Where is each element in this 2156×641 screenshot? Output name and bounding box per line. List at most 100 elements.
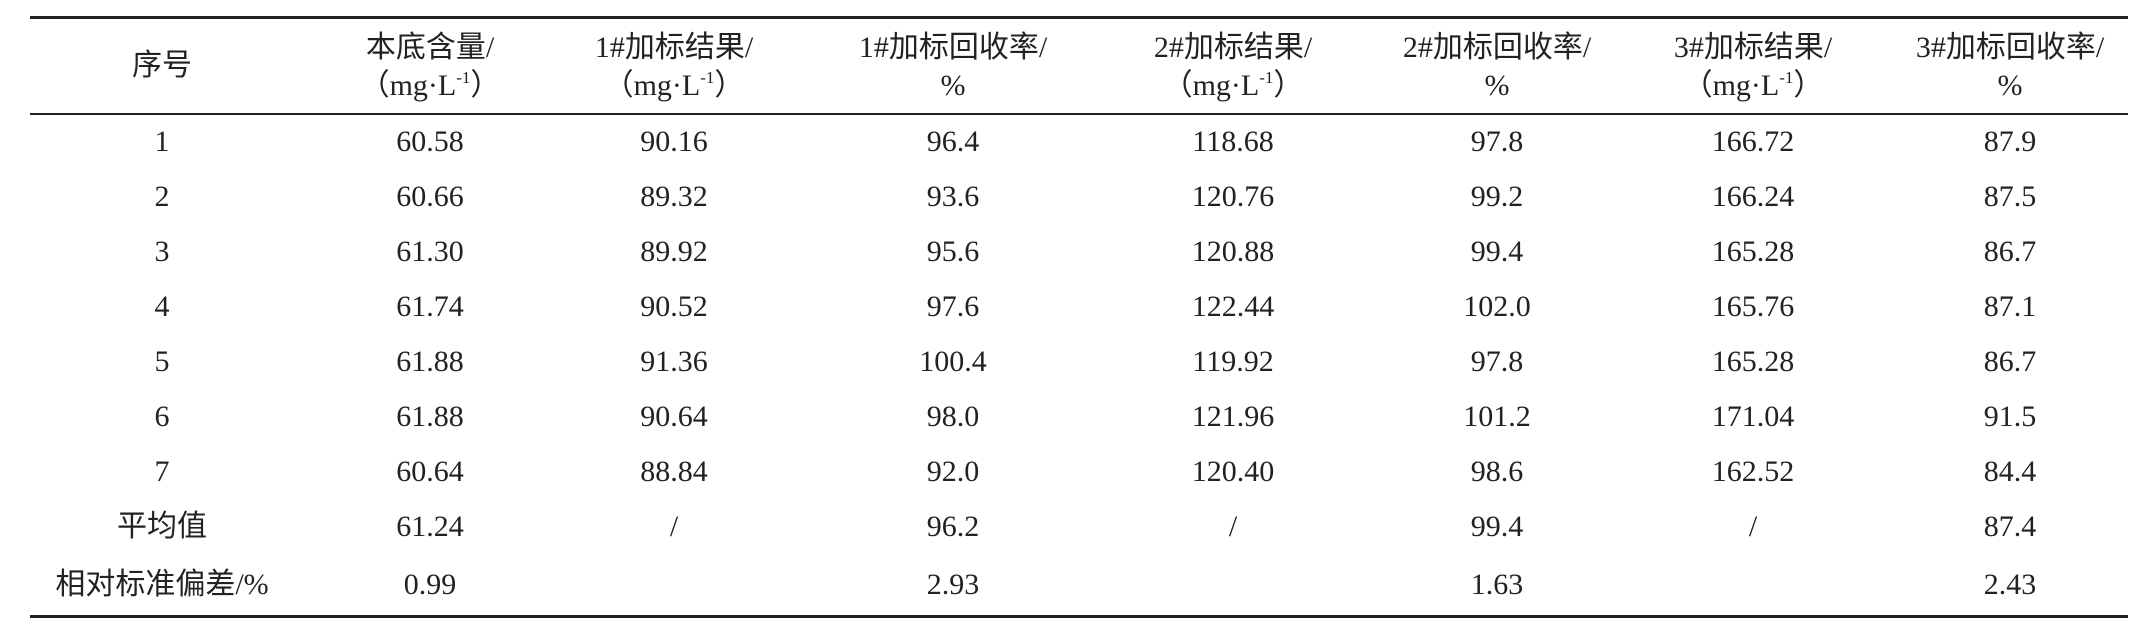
table-cell: 61.30 xyxy=(396,235,464,268)
unit-exponent: -1 xyxy=(1259,68,1274,87)
table-cell: 86.7 xyxy=(1983,345,2037,378)
table-cell: 165.28 xyxy=(1711,345,1795,378)
table-cell: 97.8 xyxy=(1470,125,1524,158)
unit-text: （mg·L xyxy=(1162,69,1260,102)
table-cell: 88.84 xyxy=(640,455,708,488)
table-cell: 165.28 xyxy=(1711,235,1795,268)
header-line: 3#加标回收率/ xyxy=(1915,31,2105,64)
header-unit: % xyxy=(940,69,966,102)
unit-close: ） xyxy=(470,69,501,102)
table-cell: 87.5 xyxy=(1983,180,2037,213)
row-label: 平均值 xyxy=(117,510,207,543)
table-cell: 122.44 xyxy=(1191,290,1275,323)
table-cell: 60.64 xyxy=(396,455,464,488)
table-cell: 84.4 xyxy=(1983,455,2037,488)
table-cell: 120.40 xyxy=(1191,455,1275,488)
bottom-rule xyxy=(30,615,2128,618)
table-cell: 162.52 xyxy=(1711,455,1795,488)
table-cell: 166.24 xyxy=(1711,180,1795,213)
table-cell: 87.4 xyxy=(1983,510,2037,543)
row-label: 4 xyxy=(154,290,170,323)
header-line: 1#加标回收率/ xyxy=(858,31,1048,64)
table-cell: 118.68 xyxy=(1192,125,1274,158)
table-cell: 87.9 xyxy=(1983,125,2037,158)
table-cell: 89.32 xyxy=(640,180,708,213)
top-rule xyxy=(30,16,2128,19)
table-cell: 2.43 xyxy=(1983,568,2037,601)
table-cell: / xyxy=(1748,510,1758,543)
row-label: 3 xyxy=(154,235,170,268)
header-unit: （mg·L-1） xyxy=(1163,69,1304,103)
row-label: 2 xyxy=(154,180,170,213)
unit-exponent: -1 xyxy=(700,68,715,87)
table-cell: 1.63 xyxy=(1470,568,1524,601)
table-cell: 86.7 xyxy=(1983,235,2037,268)
table-cell: 61.88 xyxy=(396,400,464,433)
table-cell: 90.52 xyxy=(640,290,708,323)
table-cell: 100.4 xyxy=(919,345,987,378)
unit-text: （mg·L xyxy=(603,69,701,102)
table-cell: 99.4 xyxy=(1470,510,1524,543)
table-cell: 61.74 xyxy=(396,290,464,323)
header-unit: （mg·L-1） xyxy=(1683,69,1824,103)
table-cell: 90.16 xyxy=(640,125,708,158)
row-label: 7 xyxy=(154,455,170,488)
unit-text: （mg·L xyxy=(1682,69,1780,102)
table-cell: / xyxy=(669,510,679,543)
table-cell: 93.6 xyxy=(926,180,980,213)
table-cell: 91.5 xyxy=(1983,400,2037,433)
table-cell: 61.88 xyxy=(396,345,464,378)
header-line: 1#加标结果/ xyxy=(594,31,754,64)
header-line: 序号 xyxy=(132,49,192,82)
table-cell: 120.88 xyxy=(1191,235,1275,268)
unit-text: （mg·L xyxy=(359,69,457,102)
unit-exponent: -1 xyxy=(1779,68,1794,87)
table-cell: 165.76 xyxy=(1711,290,1795,323)
header-line: 3#加标结果/ xyxy=(1673,31,1833,64)
table-cell: 121.96 xyxy=(1191,400,1275,433)
row-label: 6 xyxy=(154,400,170,433)
table-cell: 98.6 xyxy=(1470,455,1524,488)
table-cell: 96.4 xyxy=(926,125,980,158)
header-unit: % xyxy=(1997,69,2023,102)
header-line: 2#加标结果/ xyxy=(1153,31,1313,64)
row-label: 5 xyxy=(154,345,170,378)
table-cell: 119.92 xyxy=(1192,345,1274,378)
table-cell: 87.1 xyxy=(1983,290,2037,323)
table-cell: 96.2 xyxy=(926,510,980,543)
unit-exponent: -1 xyxy=(456,68,471,87)
table-cell: 99.4 xyxy=(1470,235,1524,268)
table-cell: 102.0 xyxy=(1463,290,1531,323)
table-cell: 120.76 xyxy=(1191,180,1275,213)
header-unit: % xyxy=(1484,69,1510,102)
table-cell: 90.64 xyxy=(640,400,708,433)
header-unit: （mg·L-1） xyxy=(360,69,501,103)
table-cell: / xyxy=(1228,510,1238,543)
table-cell: 2.93 xyxy=(926,568,980,601)
table-cell: 89.92 xyxy=(640,235,708,268)
header-line: 2#加标回收率/ xyxy=(1402,31,1592,64)
header-line: 本底含量/ xyxy=(365,31,495,64)
table-cell: 61.24 xyxy=(396,510,464,543)
table-cell: 98.0 xyxy=(926,400,980,433)
table-cell: 60.66 xyxy=(396,180,464,213)
table-cell: 92.0 xyxy=(926,455,980,488)
table-cell: 99.2 xyxy=(1470,180,1524,213)
unit-close: ） xyxy=(1273,69,1304,102)
row-label: 相对标准偏差/% xyxy=(55,568,269,601)
table-cell: 97.8 xyxy=(1470,345,1524,378)
header-unit: （mg·L-1） xyxy=(604,69,745,103)
table-cell: 101.2 xyxy=(1463,400,1531,433)
table-cell: 60.58 xyxy=(396,125,464,158)
table-cell: 97.6 xyxy=(926,290,980,323)
table-cell: 95.6 xyxy=(926,235,980,268)
table-cell: 91.36 xyxy=(640,345,708,378)
table-cell: 0.99 xyxy=(403,568,457,601)
unit-close: ） xyxy=(714,69,745,102)
row-label: 1 xyxy=(154,125,170,158)
table-cell: 166.72 xyxy=(1711,125,1795,158)
table-cell: 171.04 xyxy=(1711,400,1795,433)
header-rule xyxy=(30,113,2128,115)
unit-close: ） xyxy=(1793,69,1824,102)
